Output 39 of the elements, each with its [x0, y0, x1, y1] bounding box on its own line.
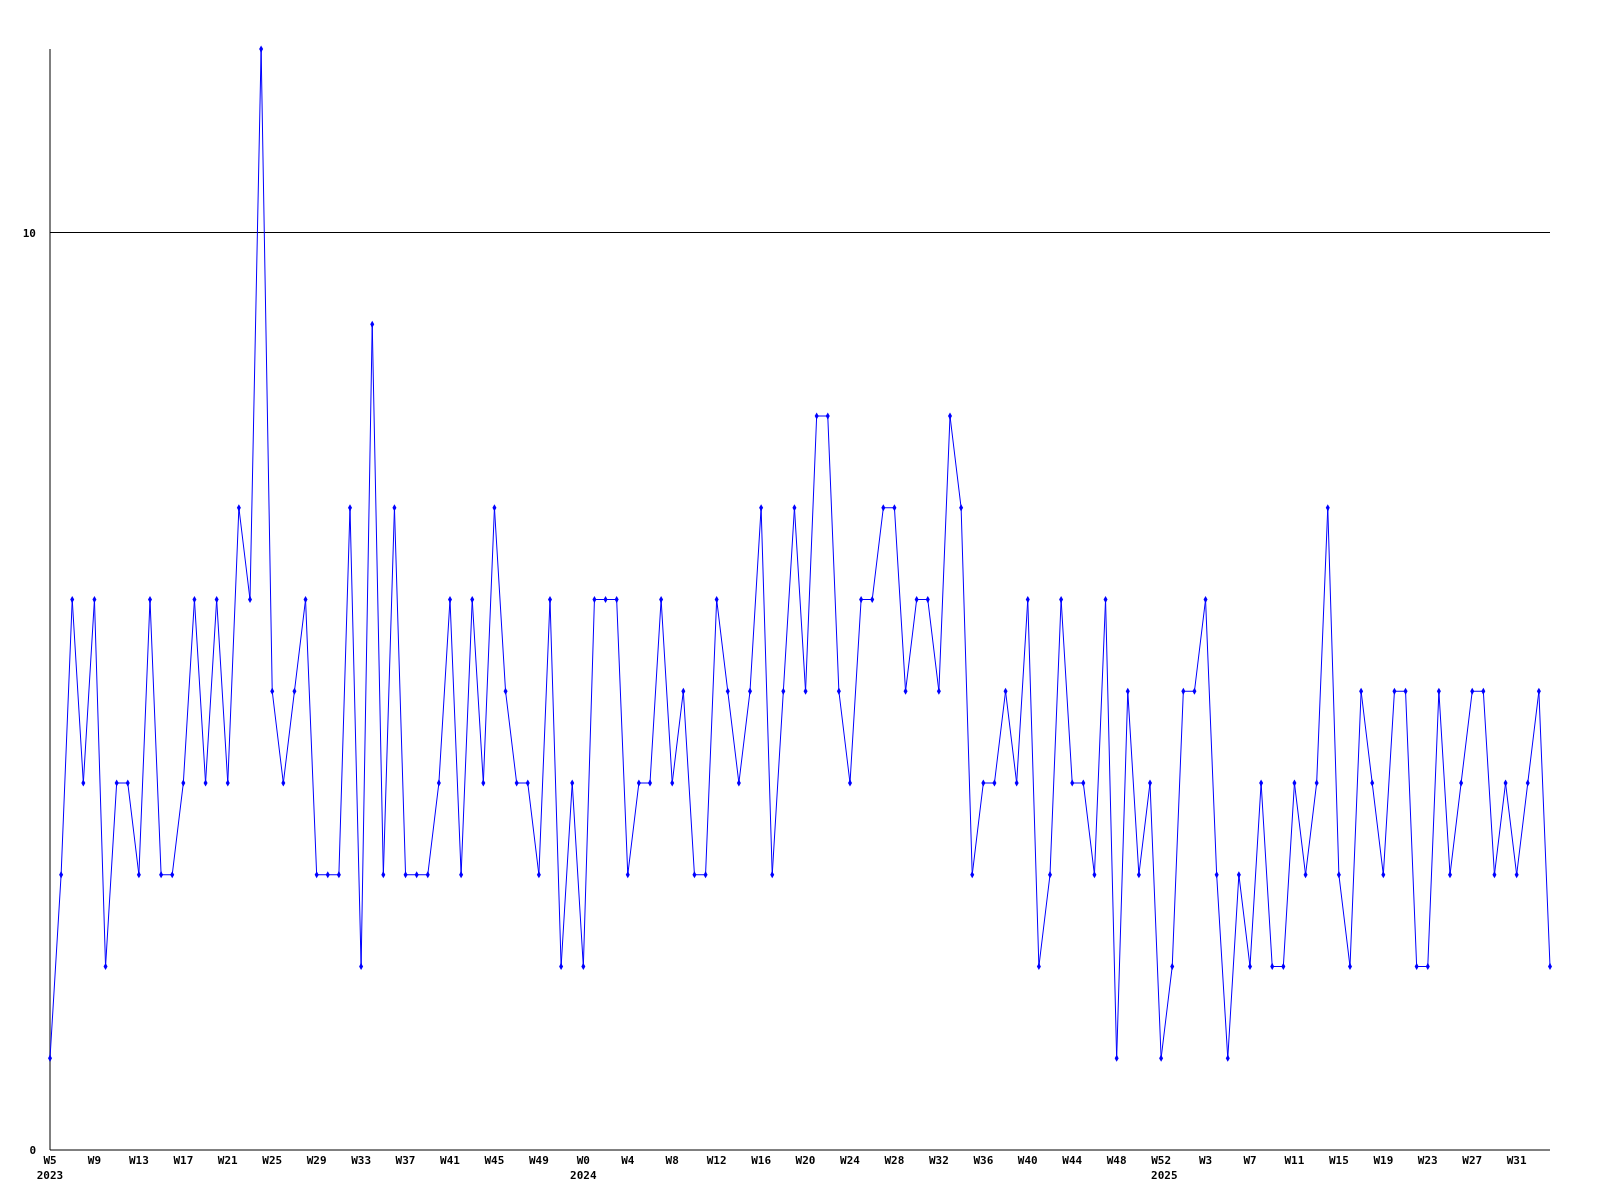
x-tick-label: W37: [395, 1154, 416, 1167]
x-tick-label: W48: [1106, 1154, 1127, 1167]
x-tick-label: W31: [1506, 1154, 1527, 1167]
x-tick-label: W17: [173, 1154, 194, 1167]
x-tick-label: W25: [262, 1154, 283, 1167]
x-tick-label: W19: [1373, 1154, 1394, 1167]
y-tick-label: 0: [29, 1144, 36, 1157]
x-tick-label: W3: [1198, 1154, 1213, 1167]
x-tick-label: W21: [217, 1154, 239, 1167]
x-tick-label: W4: [621, 1154, 635, 1167]
x-tick-label: W0: [576, 1154, 590, 1167]
x-tick-label: W49: [528, 1154, 549, 1167]
x-tick-label: W8: [665, 1154, 679, 1167]
x-tick-label: W33: [351, 1154, 372, 1167]
x-tick-label: W12: [706, 1154, 727, 1167]
x-tick-label: W29: [306, 1154, 327, 1167]
x-tick-label: W15: [1328, 1154, 1349, 1167]
x2-tick-label: 2025: [1151, 1169, 1178, 1182]
x2-tick-label: 2024: [570, 1169, 597, 1182]
x-tick-label: W5: [43, 1154, 57, 1167]
x-tick-label: W44: [1062, 1154, 1083, 1167]
x-tick-label: W28: [884, 1154, 905, 1167]
x2-tick-label: 2023: [36, 1169, 64, 1182]
x-tick-label: W32: [928, 1154, 949, 1167]
x-tick-label: W45: [484, 1154, 505, 1167]
x-tick-label: W9: [87, 1154, 102, 1167]
y-tick-label: 10: [22, 226, 36, 240]
x-tick-label: W16: [751, 1154, 772, 1167]
x-tick-label: W23: [1417, 1154, 1438, 1167]
x-tick-label: W20: [795, 1154, 816, 1167]
x-tick-label: W13: [128, 1154, 149, 1167]
x-tick-label: W27: [1462, 1154, 1483, 1167]
x-tick-label: W24: [840, 1154, 861, 1167]
x-tick-label: W36: [973, 1154, 994, 1167]
x-tick-label: W40: [1017, 1154, 1038, 1167]
x-tick-label: W41: [440, 1154, 461, 1167]
x-tick-label: W11: [1284, 1154, 1305, 1167]
x-tick-label: W52: [1151, 1154, 1172, 1167]
x-tick-label: W7: [1243, 1154, 1257, 1167]
